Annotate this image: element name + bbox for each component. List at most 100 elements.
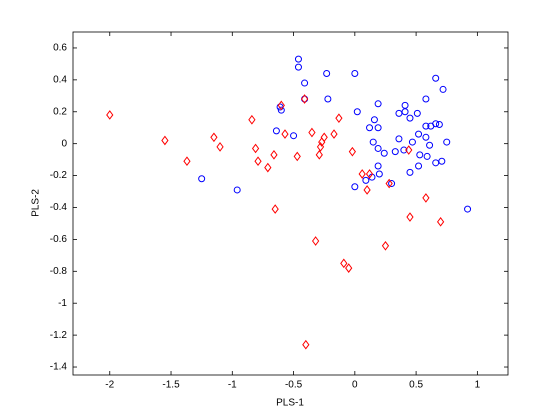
circle-marker — [423, 152, 431, 160]
y-tick-label: -1 — [58, 298, 67, 309]
y-tick-label: 0.4 — [53, 75, 67, 86]
y-axis-label: PLS-2 — [31, 189, 42, 217]
circle-marker — [391, 148, 399, 156]
circle-marker — [400, 146, 408, 154]
diamond-marker — [271, 204, 279, 214]
circle-marker — [438, 157, 446, 165]
y-tick-label: 0.2 — [53, 106, 67, 117]
circle-marker — [432, 159, 440, 167]
circle-marker — [380, 149, 388, 157]
circle-marker — [366, 124, 374, 132]
y-tick-label: 0 — [61, 138, 67, 149]
diamond-marker — [302, 339, 310, 350]
circle-marker — [464, 205, 472, 213]
y-tick-label: -0.4 — [50, 202, 68, 213]
circle-marker — [426, 141, 434, 149]
diamond-marker — [348, 146, 357, 157]
diamond-marker — [277, 100, 285, 111]
circle-marker — [406, 168, 414, 176]
circle-marker — [198, 175, 206, 183]
diamond-marker — [316, 142, 325, 152]
circle-marker — [233, 186, 241, 194]
diamond-marker — [320, 132, 328, 143]
circle-marker — [294, 55, 302, 63]
diamond-marker — [281, 129, 289, 139]
diamond-marker — [385, 178, 393, 189]
circle-marker — [375, 170, 383, 178]
diamond-marker — [422, 193, 430, 203]
diamond-marker — [210, 132, 218, 143]
circle-marker — [388, 180, 396, 188]
x-tick-label: -2 — [105, 380, 114, 391]
x-tick-label: 0 — [352, 380, 358, 391]
y-tick-label: -1.4 — [50, 362, 68, 373]
circle-marker — [415, 130, 423, 138]
diamond-marker — [363, 185, 371, 195]
x-tick-label: -1.5 — [162, 380, 180, 391]
circle-marker — [408, 138, 416, 146]
diamond-marker — [311, 236, 320, 246]
x-tick-label: -0.5 — [285, 380, 303, 391]
diamond-marker — [300, 94, 309, 104]
diamond-marker — [405, 145, 413, 155]
y-tick-label: -1.2 — [50, 330, 68, 341]
circle-marker — [374, 124, 382, 132]
circle-marker — [395, 135, 403, 143]
circle-marker — [374, 144, 382, 152]
circle-marker — [301, 79, 309, 87]
circle-marker — [406, 114, 414, 122]
circle-marker — [353, 108, 361, 116]
circle-marker — [324, 95, 332, 103]
circle-marker — [415, 162, 423, 170]
circle-marker — [443, 138, 451, 146]
diamond-marker — [436, 217, 445, 227]
diamond-marker — [365, 169, 374, 179]
axes-box — [72, 31, 509, 376]
diamond-marker — [106, 110, 114, 120]
circle-marker — [435, 121, 443, 129]
circle-marker — [370, 116, 378, 124]
circle-marker — [395, 109, 403, 117]
diamond-marker — [308, 127, 316, 138]
diamond-marker — [406, 212, 414, 222]
circle-marker — [290, 132, 298, 140]
circle-marker — [369, 138, 377, 146]
x-tick-label: -1 — [228, 380, 237, 391]
circle-marker — [422, 95, 430, 103]
circle-marker — [277, 106, 285, 114]
circle-marker — [416, 151, 424, 159]
circle-marker — [374, 100, 382, 108]
x-tick-label: 0.5 — [409, 380, 423, 391]
diamond-marker — [330, 129, 338, 139]
diamond-marker — [248, 114, 256, 125]
diamond-marker — [270, 150, 278, 160]
y-tick-label: -0.2 — [50, 170, 68, 181]
circle-marker — [272, 127, 280, 135]
circle-marker — [374, 162, 382, 170]
diamond-marker — [161, 135, 169, 146]
diamond-marker — [183, 156, 191, 167]
circle-marker — [401, 108, 409, 116]
circle-marker — [413, 109, 421, 117]
circle-marker — [362, 176, 370, 184]
diamond-marker — [251, 143, 260, 154]
circle-marker — [294, 63, 302, 71]
circle-marker — [323, 69, 331, 77]
diamond-marker — [254, 156, 262, 167]
diamond-marker — [315, 150, 323, 160]
y-tick-label: 0.6 — [53, 43, 67, 54]
y-tick-label: -0.6 — [50, 234, 68, 245]
diamond-marker — [345, 263, 353, 273]
circle-marker — [351, 69, 359, 77]
diamond-marker — [358, 169, 366, 179]
circle-marker — [439, 85, 447, 93]
circle-marker — [422, 133, 430, 141]
circle-marker — [432, 74, 440, 82]
circle-marker — [422, 122, 430, 130]
diamond-marker — [340, 258, 348, 269]
diamond-marker — [293, 151, 301, 162]
diamond-marker — [216, 142, 224, 152]
x-tick-label: 1 — [475, 380, 481, 391]
